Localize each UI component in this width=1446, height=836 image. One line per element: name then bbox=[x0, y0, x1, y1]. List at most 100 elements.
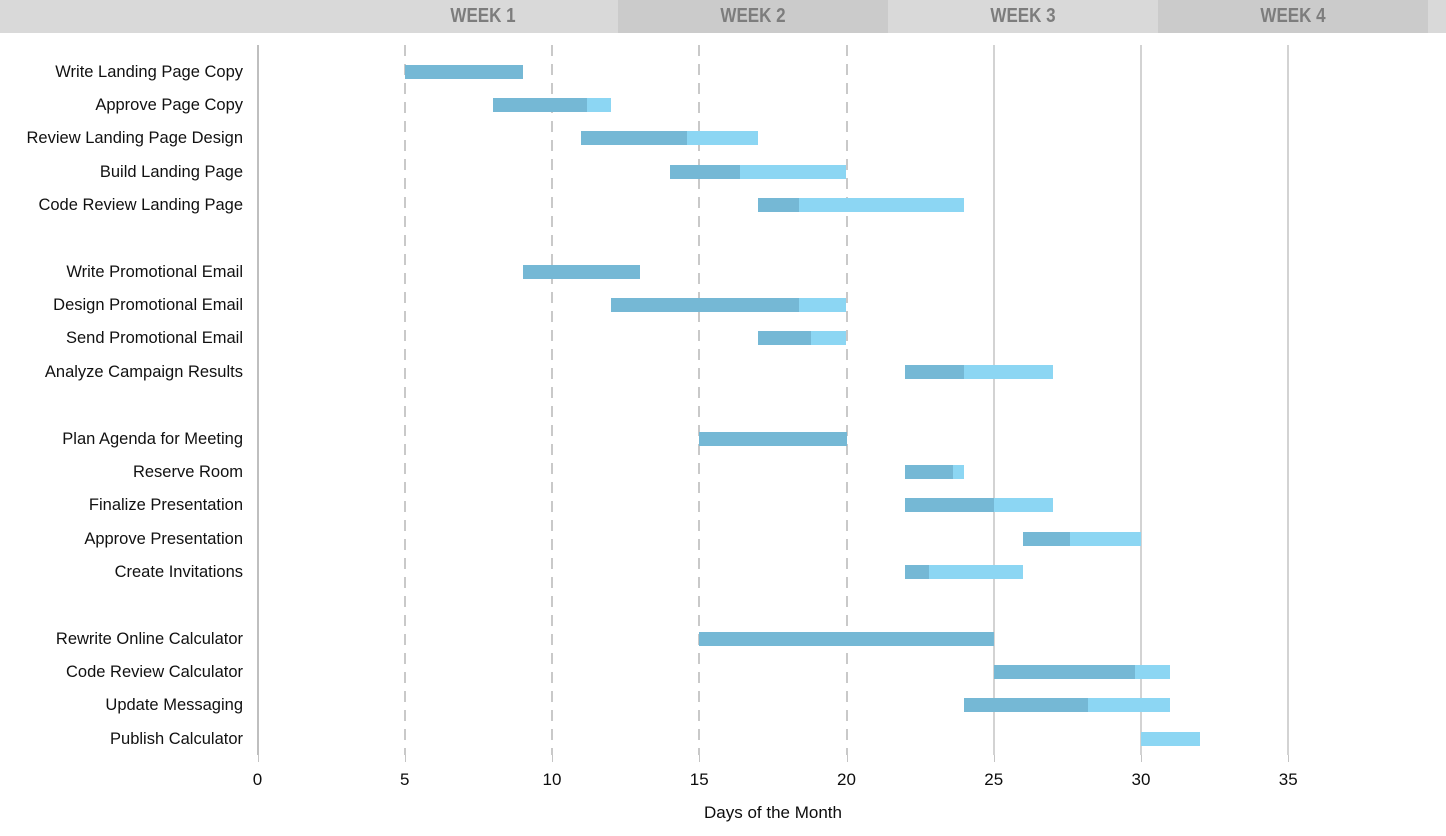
x-axis-tick-label: 10 bbox=[542, 770, 562, 789]
task-bar-remaining-segment bbox=[687, 131, 759, 146]
task-label: Approve Presentation bbox=[84, 529, 243, 548]
x-axis-tick-label: 5 bbox=[400, 770, 410, 789]
task-bar-complete-segment bbox=[699, 631, 994, 646]
x-axis-title: Days of the Month bbox=[704, 803, 842, 822]
task-bar bbox=[522, 264, 641, 279]
task-bar-complete-segment bbox=[522, 264, 641, 279]
task-bar-remaining-segment bbox=[993, 498, 1053, 513]
task-label: Publish Calculator bbox=[110, 729, 243, 748]
task-bar-complete-segment bbox=[964, 698, 1088, 713]
task-bar-complete-segment bbox=[581, 131, 688, 146]
task-bar-remaining-segment bbox=[952, 464, 965, 479]
gridline-day-10 bbox=[551, 45, 553, 755]
task-bar-complete-segment bbox=[610, 298, 800, 313]
task-bar bbox=[1023, 531, 1141, 546]
gridline-day-25 bbox=[992, 45, 995, 755]
task-label: Build Landing Page bbox=[99, 162, 243, 181]
x-axis-tick-label: 20 bbox=[837, 770, 856, 789]
x-axis-tick bbox=[846, 755, 848, 762]
task-bar bbox=[758, 198, 965, 213]
week-header-label: WEEK 4 bbox=[1260, 5, 1326, 27]
task-bar-complete-segment bbox=[699, 431, 847, 446]
x-axis-tick-label: 35 bbox=[1278, 770, 1298, 789]
task-bar bbox=[964, 698, 1171, 713]
task-bar bbox=[905, 564, 1024, 579]
task-bar bbox=[905, 464, 965, 479]
task-bar-complete-segment bbox=[669, 164, 741, 179]
task-bar-remaining-segment bbox=[1141, 731, 1200, 746]
x-axis-tick-label: 30 bbox=[1131, 770, 1151, 789]
task-bar bbox=[669, 164, 847, 179]
task-bar-remaining-segment bbox=[1070, 531, 1141, 546]
gridline-day-15 bbox=[698, 45, 701, 755]
x-axis-tick bbox=[257, 755, 259, 762]
task-bar-complete-segment bbox=[758, 198, 800, 213]
task-bar-remaining-segment bbox=[928, 564, 1024, 579]
task-bar-remaining-segment bbox=[799, 198, 965, 213]
task-label: Code Review Calculator bbox=[66, 662, 243, 681]
task-label: Finalize Presentation bbox=[88, 496, 243, 515]
task-bar bbox=[493, 98, 611, 113]
x-axis-tick-label: 25 bbox=[984, 770, 1004, 789]
x-axis-tick bbox=[1141, 755, 1142, 762]
task-label: Review Landing Page Design bbox=[26, 129, 243, 148]
x-axis-tick bbox=[552, 755, 553, 762]
task-bar-remaining-segment bbox=[1087, 698, 1171, 713]
task-bar-complete-segment bbox=[993, 664, 1136, 679]
task-label: Create Invitations bbox=[114, 562, 243, 581]
task-label: Update Messaging bbox=[105, 696, 243, 715]
task-bar bbox=[905, 364, 1053, 379]
gridline-day-35 bbox=[1287, 45, 1290, 755]
task-bar-complete-segment bbox=[758, 331, 812, 346]
task-bar-remaining-segment bbox=[811, 331, 847, 346]
task-bar bbox=[1141, 731, 1200, 746]
task-bar bbox=[758, 331, 847, 346]
week-header-label: WEEK 2 bbox=[720, 5, 786, 27]
task-label: Approve Page Copy bbox=[95, 96, 243, 115]
task-bar bbox=[581, 131, 759, 146]
task-bar-complete-segment bbox=[905, 464, 953, 479]
task-bar bbox=[610, 298, 847, 313]
x-axis-tick-label: 15 bbox=[689, 770, 709, 789]
task-bar bbox=[699, 431, 847, 446]
task-bar-complete-segment bbox=[905, 364, 965, 379]
task-label: Plan Agenda for Meeting bbox=[62, 429, 243, 448]
task-label: Reserve Room bbox=[132, 462, 243, 481]
x-axis-tick bbox=[1288, 755, 1290, 762]
x-axis-tick bbox=[993, 755, 995, 762]
week-header-label: WEEK 3 bbox=[990, 5, 1056, 27]
x-axis-tick bbox=[404, 755, 406, 762]
task-bar-remaining-segment bbox=[964, 364, 1053, 379]
task-label: Design Promotional Email bbox=[53, 296, 243, 315]
x-axis-tick bbox=[699, 755, 701, 762]
task-bar-remaining-segment bbox=[587, 98, 611, 113]
gridline-day-5 bbox=[403, 45, 406, 755]
task-bar-complete-segment bbox=[404, 64, 523, 79]
task-bar bbox=[905, 498, 1053, 513]
task-label: Code Review Landing Page bbox=[38, 196, 243, 215]
week-box-shade bbox=[1158, 0, 1428, 33]
week-box-shade bbox=[618, 0, 888, 33]
task-bar bbox=[699, 631, 994, 646]
task-label: Rewrite Online Calculator bbox=[55, 629, 243, 648]
task-label: Write Landing Page Copy bbox=[55, 62, 243, 81]
gridline-day-20 bbox=[845, 45, 848, 755]
week-header-label: WEEK 1 bbox=[450, 5, 516, 27]
task-bar-complete-segment bbox=[905, 564, 929, 579]
task-bar-complete-segment bbox=[493, 98, 588, 113]
task-bar-remaining-segment bbox=[740, 164, 847, 179]
task-bar-remaining-segment bbox=[799, 298, 847, 313]
task-bar bbox=[404, 64, 523, 79]
gridline-day-0 bbox=[256, 45, 259, 755]
task-bar-complete-segment bbox=[1023, 531, 1071, 546]
task-label: Analyze Campaign Results bbox=[44, 362, 243, 381]
task-bar-complete-segment bbox=[905, 498, 994, 513]
x-axis-tick-label: 0 bbox=[252, 770, 263, 789]
task-bar bbox=[993, 664, 1171, 679]
week-header-strip: WEEK 1 WEEK 2 WEEK 3 WEEK 4 bbox=[0, 0, 1446, 33]
task-label: Write Promotional Email bbox=[66, 262, 243, 281]
task-bar-remaining-segment bbox=[1135, 664, 1171, 679]
gridline-day-30 bbox=[1140, 45, 1142, 755]
task-label: Send Promotional Email bbox=[65, 329, 243, 348]
